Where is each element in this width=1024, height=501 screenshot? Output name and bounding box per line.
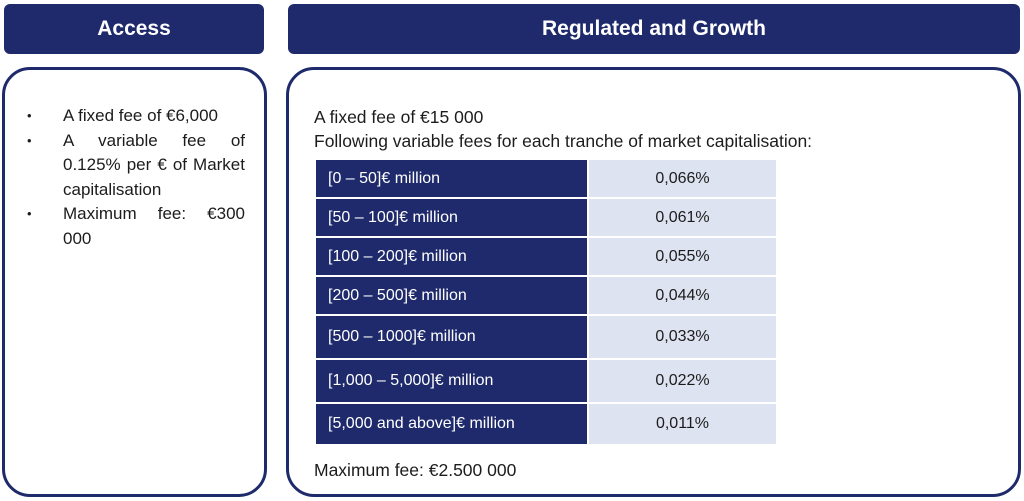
- tranche-rate: 0,033%: [589, 316, 776, 358]
- tranche-range: [100 – 200]€ million: [316, 238, 587, 275]
- regulated-growth-header: Regulated and Growth: [288, 4, 1020, 54]
- maximum-fee-text: Maximum fee: €2.500 000: [314, 460, 517, 480]
- bullet-icon: •: [27, 132, 32, 148]
- tranche-range: [50 – 100]€ million: [316, 199, 587, 236]
- list-item: • A variable fee of 0.125% per € of Marke…: [27, 129, 245, 203]
- access-panel: • A fixed fee of €6,000 • A variable fee o…: [2, 67, 267, 497]
- access-variable-fee: A variable fee of 0.125% per € of Market…: [63, 130, 245, 199]
- tranche-range: [500 – 1000]€ million: [316, 316, 587, 358]
- tranche-rate: 0,055%: [589, 238, 776, 275]
- table-row: [0 – 50]€ million 0,066%: [316, 160, 776, 197]
- access-fee-list: • A fixed fee of €6,000 • A variable fee o…: [27, 104, 245, 251]
- fixed-fee-text: A fixed fee of €15 000: [314, 107, 484, 127]
- access-maximum-fee: Maximum fee: €300 000: [63, 204, 245, 248]
- list-item: • A fixed fee of €6,000: [27, 104, 245, 129]
- tranche-table: [0 – 50]€ million 0,066% [50 – 100]€ mil…: [314, 158, 778, 446]
- table-row: [200 – 500]€ million 0,044%: [316, 277, 776, 314]
- regulated-growth-title: Regulated and Growth: [541, 17, 766, 40]
- table-row: [1,000 – 5,000]€ million 0,022%: [316, 360, 776, 402]
- tranche-rate: 0,061%: [589, 199, 776, 236]
- access-header: Access: [4, 4, 264, 54]
- tranche-range: [0 – 50]€ million: [316, 160, 587, 197]
- tranche-rate: 0,022%: [589, 360, 776, 402]
- bullet-icon: •: [27, 206, 32, 221]
- fee-intro: A fixed fee of €15 000 Following variabl…: [314, 105, 812, 153]
- tranche-rate: 0,044%: [589, 277, 776, 314]
- table-row: [100 – 200]€ million 0,055%: [316, 238, 776, 275]
- access-title: Access: [97, 17, 171, 40]
- bullet-icon: •: [27, 108, 32, 123]
- regulated-growth-panel: A fixed fee of €15 000 Following variabl…: [286, 67, 1021, 497]
- tranche-range: [1,000 – 5,000]€ million: [316, 360, 587, 402]
- tranche-rate: 0,011%: [589, 404, 776, 444]
- tranche-range: [200 – 500]€ million: [316, 277, 587, 314]
- tranche-rate: 0,066%: [589, 160, 776, 197]
- access-fixed-fee: A fixed fee of €6,000: [63, 106, 219, 125]
- list-item: • Maximum fee: €300 000: [27, 202, 245, 251]
- table-row: [5,000 and above]€ million 0,011%: [316, 404, 776, 444]
- variable-fee-intro: Following variable fees for each tranche…: [314, 131, 813, 151]
- table-row: [500 – 1000]€ million 0,033%: [316, 316, 776, 358]
- tranche-range: [5,000 and above]€ million: [316, 404, 587, 444]
- table-row: [50 – 100]€ million 0,061%: [316, 199, 776, 236]
